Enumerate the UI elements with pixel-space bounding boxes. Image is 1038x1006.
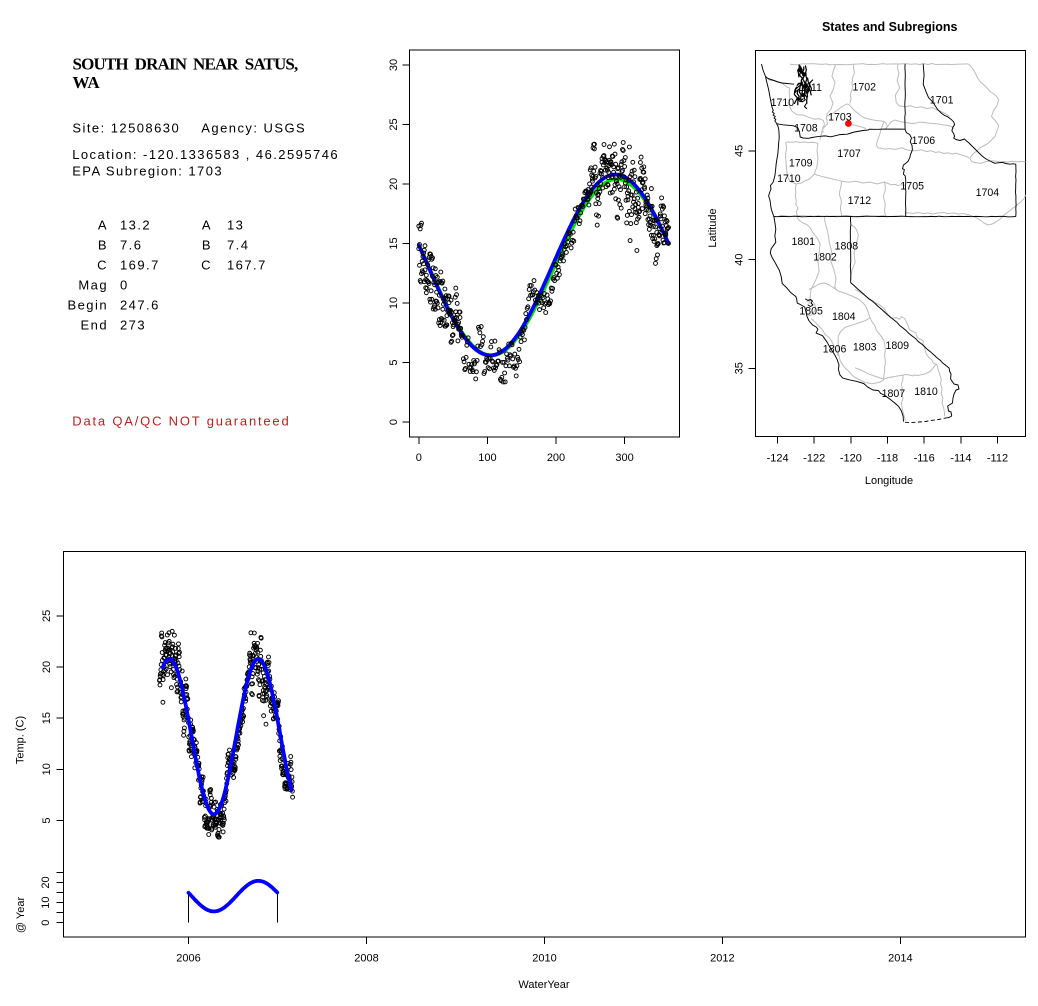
- svg-text:2010: 2010: [532, 953, 556, 965]
- svg-text:10: 10: [388, 297, 400, 309]
- svg-text:A: A: [202, 218, 212, 233]
- svg-text:Longitude: Longitude: [865, 475, 913, 487]
- svg-text:10: 10: [40, 896, 52, 908]
- svg-text:40: 40: [734, 253, 746, 265]
- svg-text:15: 15: [41, 712, 53, 724]
- svg-text:1706: 1706: [912, 135, 936, 147]
- svg-text:Site: 12508630: Site: 12508630: [72, 120, 180, 135]
- svg-text:20: 20: [41, 661, 53, 673]
- svg-text:0: 0: [120, 278, 129, 293]
- svg-text:5: 5: [41, 817, 53, 823]
- svg-text:2014: 2014: [888, 953, 912, 965]
- svg-text:2012: 2012: [710, 953, 734, 965]
- svg-text:End: End: [81, 318, 108, 333]
- svg-text:1809: 1809: [886, 340, 910, 352]
- svg-text:25: 25: [41, 610, 53, 622]
- svg-text:1712: 1712: [848, 195, 872, 207]
- svg-text:Temp. (C): Temp. (C): [15, 716, 27, 764]
- svg-text:-116: -116: [914, 453, 935, 465]
- svg-text:169.7: 169.7: [120, 258, 160, 273]
- svg-text:15: 15: [388, 237, 400, 249]
- svg-text:0: 0: [416, 452, 422, 464]
- svg-text:1803: 1803: [853, 341, 877, 353]
- svg-text:1807: 1807: [882, 388, 906, 400]
- svg-text:Begin: Begin: [68, 298, 109, 313]
- svg-text:1801: 1801: [792, 236, 816, 248]
- svg-text:-120: -120: [840, 453, 862, 465]
- svg-text:B: B: [98, 238, 108, 253]
- svg-text:1808: 1808: [835, 241, 859, 253]
- svg-text:300: 300: [615, 452, 633, 464]
- svg-text:-124: -124: [767, 453, 789, 465]
- svg-text:25: 25: [388, 118, 400, 130]
- svg-text:1709: 1709: [789, 158, 813, 170]
- svg-text:7.4: 7.4: [227, 238, 249, 253]
- svg-text:-122: -122: [803, 453, 825, 465]
- svg-text:2008: 2008: [354, 953, 378, 965]
- svg-text:1707: 1707: [837, 148, 861, 160]
- svg-text:30: 30: [388, 59, 400, 71]
- svg-text:200: 200: [547, 452, 565, 464]
- svg-text:167.7: 167.7: [227, 258, 267, 273]
- svg-text:20: 20: [388, 178, 400, 190]
- svg-text:1711: 1711: [799, 82, 822, 94]
- svg-text:2006: 2006: [176, 953, 200, 965]
- svg-text:C: C: [201, 258, 212, 273]
- svg-text:1806: 1806: [823, 344, 847, 356]
- svg-text:5: 5: [388, 359, 400, 365]
- svg-text:20: 20: [40, 876, 52, 888]
- svg-text:0: 0: [40, 920, 52, 926]
- svg-text:Latitude: Latitude: [707, 208, 719, 247]
- svg-text:WA: WA: [73, 73, 101, 92]
- svg-text:SOUTH DRAIN NEAR SATUS,: SOUTH DRAIN NEAR SATUS,: [73, 54, 298, 73]
- svg-text:273: 273: [120, 318, 146, 333]
- svg-text:WaterYear: WaterYear: [518, 979, 569, 991]
- svg-text:35: 35: [734, 362, 746, 374]
- svg-text:Mag: Mag: [78, 278, 108, 293]
- svg-text:B: B: [202, 238, 212, 253]
- svg-text:Data QA/QC NOT guaranteed: Data QA/QC NOT guaranteed: [72, 414, 290, 429]
- svg-text:-114: -114: [950, 453, 971, 465]
- svg-text:1708: 1708: [794, 122, 818, 134]
- svg-text:247.6: 247.6: [120, 298, 160, 313]
- svg-text:13: 13: [227, 218, 244, 233]
- svg-text:1710: 1710: [771, 97, 795, 109]
- svg-text:-112: -112: [987, 453, 1008, 465]
- svg-text:1702: 1702: [853, 81, 877, 93]
- svg-text:States and Subregions: States and Subregions: [822, 20, 957, 34]
- svg-text:A: A: [98, 218, 108, 233]
- svg-text:EPA Subregion: 1703: EPA Subregion: 1703: [72, 164, 223, 179]
- svg-text:1804: 1804: [832, 311, 856, 323]
- svg-text:100: 100: [478, 452, 496, 464]
- svg-text:1805: 1805: [799, 306, 823, 318]
- svg-text:-118: -118: [877, 453, 898, 465]
- svg-text:10: 10: [41, 763, 53, 775]
- svg-text:1810: 1810: [914, 386, 938, 398]
- svg-text:1802: 1802: [813, 251, 837, 263]
- svg-text:1703: 1703: [828, 111, 852, 123]
- svg-text:13.2: 13.2: [120, 218, 151, 233]
- svg-text:1704: 1704: [976, 187, 1000, 199]
- svg-text:Agency: USGS: Agency: USGS: [201, 120, 306, 135]
- svg-text:0: 0: [388, 419, 400, 425]
- svg-text:@ Year: @ Year: [15, 897, 27, 934]
- svg-text:C: C: [97, 258, 108, 273]
- svg-text:1705: 1705: [900, 181, 924, 193]
- svg-text:1710: 1710: [777, 173, 801, 185]
- svg-text:1701: 1701: [930, 94, 954, 106]
- svg-text:Location: -120.1336583 , 46.25: Location: -120.1336583 , 46.2595746: [72, 147, 339, 162]
- svg-text:7.6: 7.6: [120, 238, 142, 253]
- svg-text:45: 45: [734, 145, 746, 157]
